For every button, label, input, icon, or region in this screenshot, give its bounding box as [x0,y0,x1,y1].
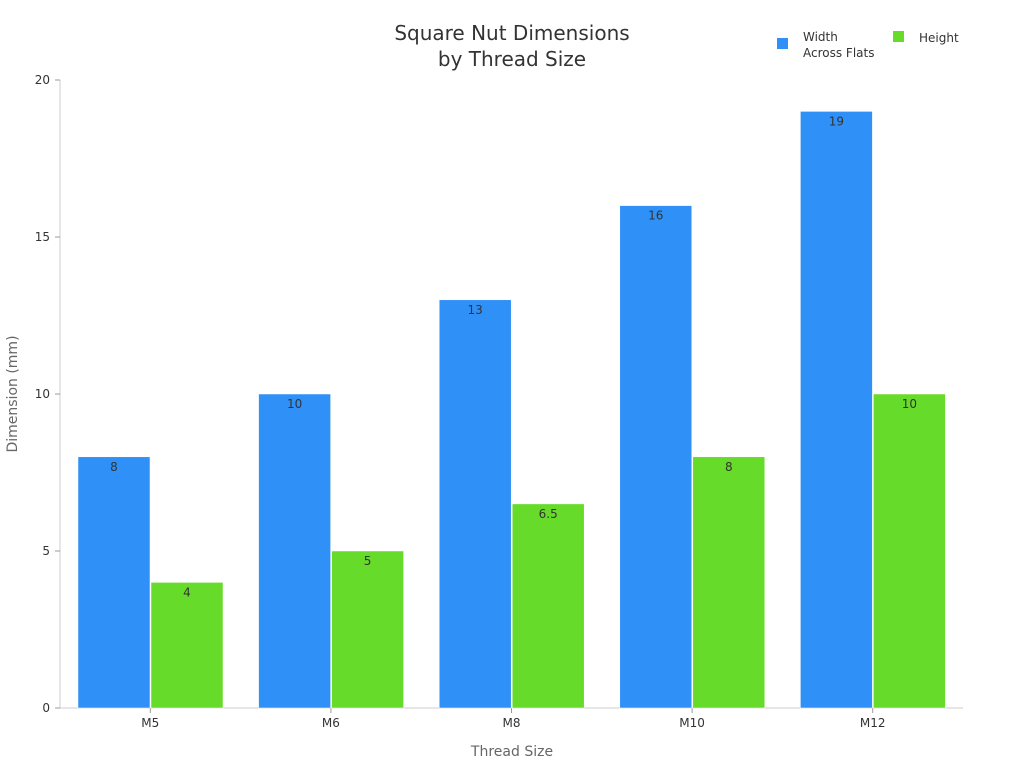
data-label: 10 [902,397,917,411]
chart-title-line-1: Square Nut Dimensions [394,21,629,45]
y-tick-label: 5 [42,544,50,558]
y-axis-title: Dimension (mm) [5,335,21,452]
data-label: 13 [468,303,483,317]
data-label: 8 [725,460,733,474]
x-tick-label: M5 [141,716,159,730]
bar-width-m6 [258,393,331,709]
y-tick-label: 20 [35,73,50,87]
data-label: 16 [648,209,663,223]
legend-swatch-height [893,31,904,42]
bar-width-m10 [619,205,693,709]
legend: Width Across Flats Height [777,30,959,60]
bar-height-m12 [873,393,946,709]
legend-label-height: Height [919,31,959,45]
bar-height-m8 [511,503,585,709]
legend-label-width-line-2: Across Flats [803,46,874,60]
bar-width-m5 [77,456,151,709]
x-tick-label: M8 [503,716,521,730]
legend-label-width-line-1: Width [803,30,838,44]
chart-title-line-2: by Thread Size [438,47,586,71]
y-tick-label: 0 [42,701,50,715]
y-tick-label: 10 [35,387,50,401]
bar-height-m5 [150,582,224,709]
data-label: 6.5 [539,507,558,521]
data-label: 5 [364,554,372,568]
bar-height-m6 [331,550,404,709]
bar-width-m8 [438,299,512,709]
legend-swatch-width [777,38,788,49]
x-tick-label: M10 [679,716,705,730]
bar-width-m12 [800,111,873,709]
data-label: 8 [110,460,118,474]
x-tick-label: M6 [322,716,340,730]
data-label: 4 [183,585,191,599]
data-label: 19 [829,114,844,128]
x-tick-label: M12 [860,716,886,730]
data-label: 10 [287,397,302,411]
bar-height-m10 [692,456,766,709]
x-axis-title: Thread Size [470,744,553,760]
y-tick-label: 15 [35,230,50,244]
